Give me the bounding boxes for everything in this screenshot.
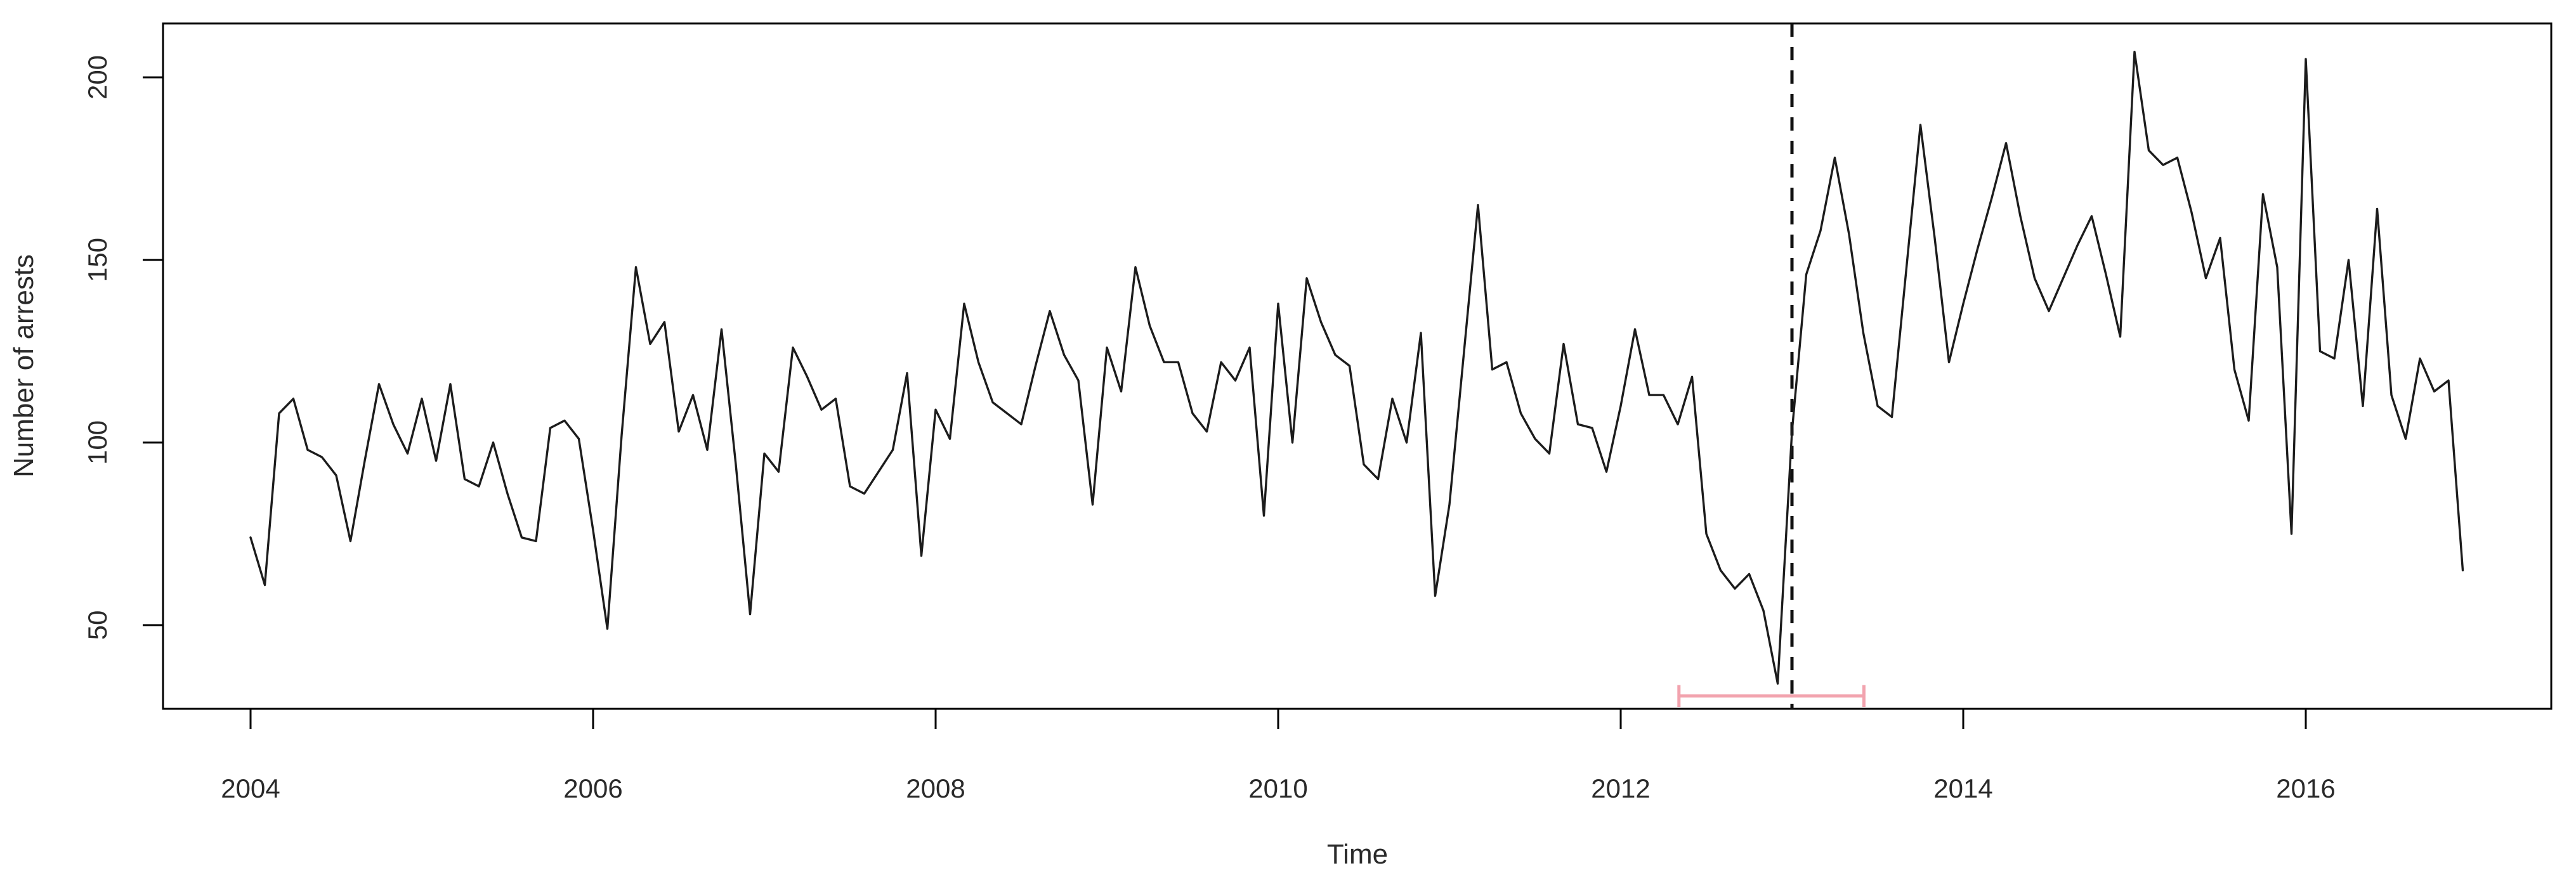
y-tick-label: 200	[82, 55, 112, 100]
interval-bracket	[1677, 685, 1866, 708]
x-axis-ticks: 2004 2006 2008 2010 2012 2014 2016	[221, 709, 2336, 803]
y-tick-label: 100	[82, 420, 112, 465]
y-axis-title: Number of arrests	[8, 254, 39, 477]
y-tick-label: 50	[82, 611, 112, 640]
y-tick-label: 150	[82, 238, 112, 282]
x-tick-label: 2016	[2276, 773, 2335, 803]
arrests-series-line	[249, 50, 2464, 685]
y-axis-ticks: 50 100 150 200	[82, 55, 163, 640]
x-tick-label: 2006	[563, 773, 622, 803]
x-tick-label: 2010	[1248, 773, 1307, 803]
x-tick-label: 2008	[906, 773, 965, 803]
x-axis-title: Time	[1327, 839, 1388, 870]
x-tick-label: 2004	[221, 773, 280, 803]
plot-border-box	[162, 22, 2553, 710]
x-tick-label: 2012	[1591, 773, 1650, 803]
x-tick-label: 2014	[1933, 773, 1992, 803]
